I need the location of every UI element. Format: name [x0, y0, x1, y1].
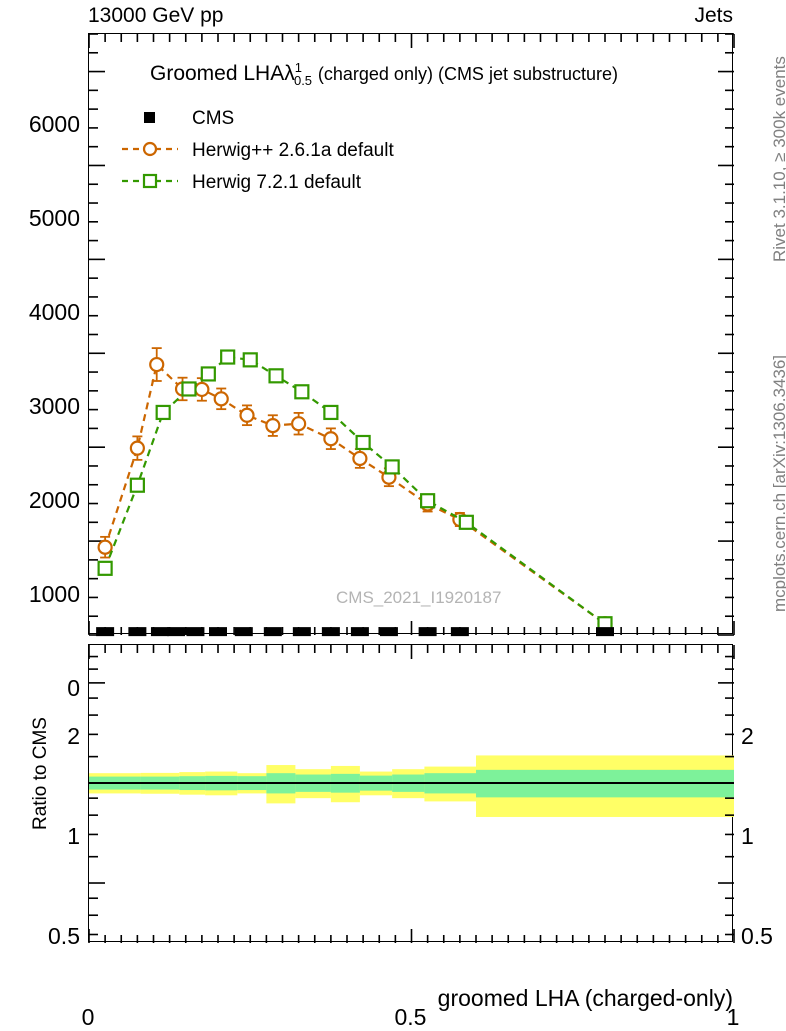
ratio-tick-label-right: 1 [741, 822, 754, 849]
series-herwig-7-2-1-default [97, 349, 613, 632]
ratio-tick-label-left: 2 [67, 722, 80, 749]
legend-entry-cms[interactable]: CMS [120, 108, 234, 130]
ratio-tick-label-left: 0.5 [48, 922, 80, 949]
legend-label-herwig7: Herwig 7.2.1 default [192, 172, 361, 193]
ratio-panel [88, 644, 735, 943]
legend-key-herwigpp [122, 141, 178, 157]
y-tick-label: 2000 [28, 486, 80, 513]
page-title: Groomed LHAλ10.5 (charged only) (CMS jet… [150, 60, 618, 88]
ratio-tick-label-right: 0.5 [741, 922, 773, 949]
y-tick-label: 4000 [28, 299, 80, 326]
y-tick-label: 5000 [28, 205, 80, 232]
legend-key-cms [144, 112, 155, 123]
x-tick-label: 0.5 [394, 1003, 427, 1030]
mcplots-reference-label: mcplots.cern.ch [arXiv:1306.3436] [770, 354, 786, 612]
main-plot-canvas [88, 33, 735, 637]
legend-label-cms: CMS [192, 108, 235, 129]
rivet-version-label: Rivet 3.1.10, ≥ 300k events [770, 56, 786, 262]
ratio-tick-label-right: 2 [741, 722, 754, 749]
header-category: Jets [694, 4, 733, 27]
y-tick-label: 3000 [28, 392, 80, 419]
title-superscript: 1 [294, 60, 302, 75]
analysis-id-watermark: CMS_2021_I1920187 [336, 588, 502, 607]
legend-label-herwigpp: Herwig++ 2.6.1a default [192, 140, 394, 161]
x-tick-label: 0 [81, 1003, 95, 1030]
title-prefix: Groomed LHA [150, 62, 285, 85]
y-tick-label: 0 [67, 674, 80, 701]
legend-entry-herwig7[interactable]: Herwig 7.2.1 default [120, 172, 361, 194]
x-tick-label: 1 [726, 1003, 740, 1030]
y-tick-label: 1000 [28, 580, 80, 607]
ratio-plot-canvas [88, 645, 735, 943]
title-suffix: (charged only) (CMS jet substructure) [317, 64, 618, 84]
legend-key-herwig7 [122, 173, 178, 189]
main-plot-panel [88, 33, 735, 637]
legend-entry-herwigpp[interactable]: Herwig++ 2.6.1a default [120, 140, 394, 162]
y-tick-label: 6000 [28, 111, 80, 138]
ratio-tick-label-left: 1 [67, 822, 80, 849]
title-subscript: 0.5 [293, 73, 313, 89]
title-lambda-symbol: λ [284, 62, 295, 85]
x-axis-title: groomed LHA (charged-only) [437, 985, 733, 1011]
series-cms [96, 627, 614, 637]
header-collision-energy: 13000 GeV pp [88, 4, 224, 27]
